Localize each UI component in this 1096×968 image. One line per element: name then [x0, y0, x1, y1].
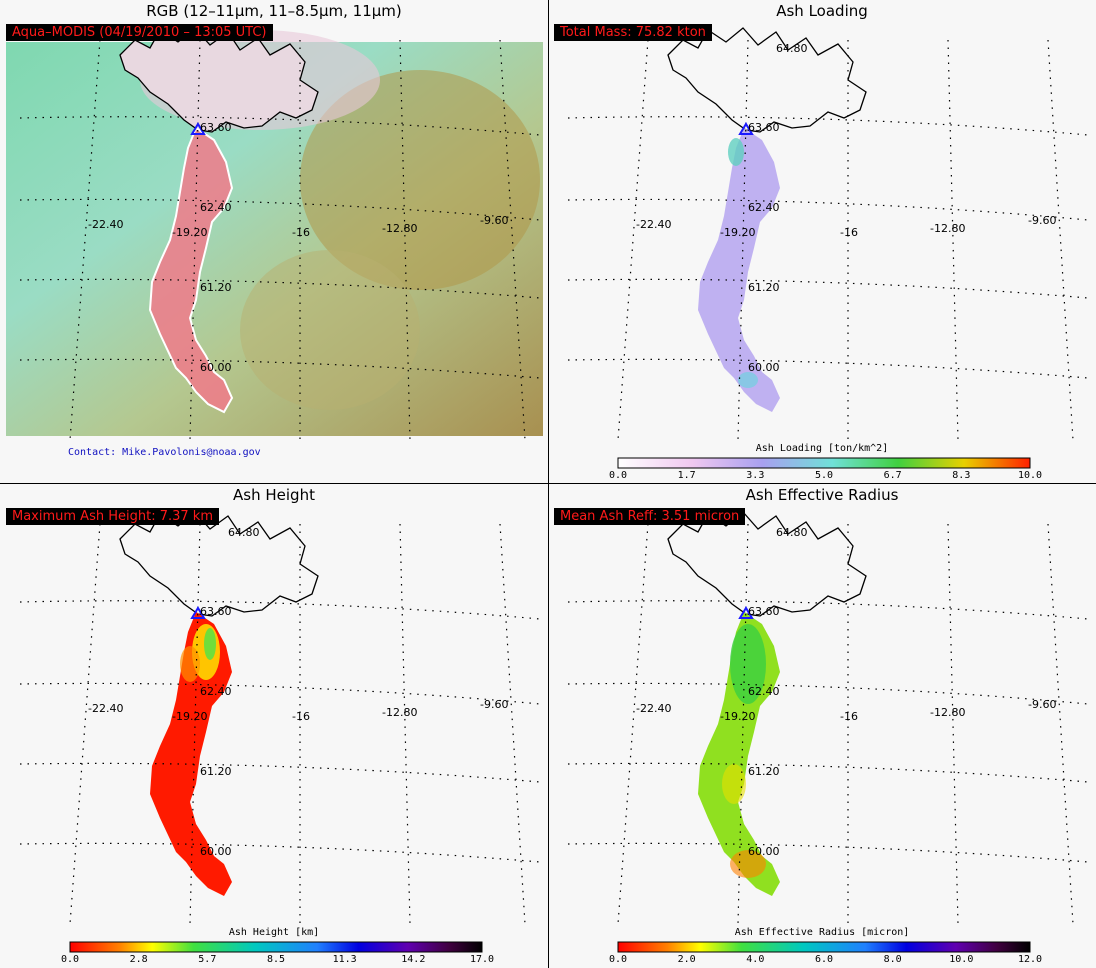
tick: 0.0: [60, 954, 80, 965]
tick: 1.7: [677, 470, 696, 481]
lat-label-60-00: 60.00: [748, 361, 780, 374]
tick: 0.0: [608, 470, 628, 481]
tick: 12.0: [1017, 954, 1043, 965]
lat-label-63-60: 63.60: [748, 121, 780, 134]
tick: 10.0: [949, 954, 974, 965]
tick: 2.8: [129, 954, 148, 965]
lon-label-9-60: -9.60: [480, 214, 508, 227]
lon-label-16: -16: [840, 710, 858, 723]
tick: 14.2: [401, 954, 426, 965]
lat-label-62-40: 62.40: [200, 201, 232, 214]
lat-label-61-20: 61.20: [748, 765, 780, 778]
tick: 6.0: [814, 954, 834, 965]
ash-radius-panel: 64.80 63.60 62.40 61.20 60.00 -22.40 -19…: [548, 484, 1096, 967]
rgb-map: 63.60 62.40 61.20 60.00 -22.40 -19.20 -1…: [6, 27, 543, 441]
lat-label-64-80: 64.80: [776, 42, 808, 55]
lon-label-9-60: -9.60: [1028, 698, 1056, 711]
lat-label-63-60: 63.60: [748, 605, 780, 618]
tick: 8.0: [883, 954, 902, 965]
lat-lon-grid: [19, 523, 541, 925]
mean-ash-reff-label: Mean Ash Reff: 3.51 micron: [554, 508, 746, 525]
lon-label-19-20: -19.20: [720, 226, 755, 239]
ash-radius-colorbar-title: Ash Effective Radius [micron]: [734, 927, 910, 938]
lat-lon-grid: [567, 39, 1089, 441]
lat-label-61-20: 61.20: [748, 281, 780, 294]
lon-label-16: -16: [292, 226, 310, 239]
lon-label-16: -16: [292, 710, 310, 723]
lat-label-62-40: 62.40: [748, 201, 780, 214]
ash-height-colorbar-title: Ash Height [km]: [228, 927, 320, 938]
volcano-icon: [738, 606, 754, 619]
coastline: [667, 27, 867, 133]
ash-radius-map: 64.80 63.60 62.40 61.20 60.00 -22.40 -19…: [567, 511, 1089, 953]
rgb-panel: 63.60 62.40 61.20 60.00 -22.40 -19.20 -1…: [0, 0, 548, 483]
lon-label-22-40: -22.40: [88, 218, 123, 231]
tick: 6.7: [883, 470, 902, 481]
volcano-icon: [738, 122, 754, 135]
lat-label-61-20: 61.20: [200, 765, 232, 778]
lat-lon-grid: [567, 523, 1089, 925]
coastline: [667, 511, 867, 617]
lon-label-19-20: -19.20: [720, 710, 755, 723]
lon-label-12-80: -12.80: [382, 222, 417, 235]
rgb-info-label: Aqua–MODIS (04/19/2010 – 13:05 UTC): [6, 24, 273, 41]
lat-label-64-80: 64.80: [776, 526, 808, 539]
lon-label-19-20: -19.20: [172, 226, 207, 239]
tick: 0.0: [608, 954, 628, 965]
lat-label-63-60: 63.60: [200, 121, 232, 134]
horizontal-divider: [0, 483, 1096, 484]
tick: 17.0: [469, 954, 495, 965]
tick: 4.0: [746, 954, 765, 965]
ash-height-colorbar: [69, 941, 483, 953]
lon-label-16: -16: [840, 226, 858, 239]
tick: 11.3: [332, 954, 357, 965]
ash-radius-colorbar: [617, 941, 1031, 953]
lat-label-62-40: 62.40: [748, 685, 780, 698]
tick: 5.7: [198, 954, 217, 965]
ash-loading-title: Ash Loading: [776, 2, 868, 20]
ash-loading-map: 64.80 63.60 62.40 61.20 60.00 -22.40 -19…: [567, 27, 1089, 469]
ash-loading-colorbar-title: Ash Loading [ton/km^2]: [755, 443, 889, 454]
rgb-title: RGB (12–11μm, 11–8.5μm, 11μm): [146, 2, 402, 20]
lat-label-63-60: 63.60: [200, 605, 232, 618]
lon-label-22-40: -22.40: [88, 702, 123, 715]
ash-loading-panel: 64.80 63.60 62.40 61.20 60.00 -22.40 -19…: [548, 0, 1096, 483]
lon-label-9-60: -9.60: [480, 698, 508, 711]
lon-label-12-80: -12.80: [382, 706, 417, 719]
lon-label-19-20: -19.20: [172, 710, 207, 723]
tick: 2.0: [677, 954, 696, 965]
tick: 8.3: [952, 470, 971, 481]
vertical-divider: [548, 0, 549, 968]
lat-label-61-20: 61.20: [200, 281, 232, 294]
lat-label-64-80: 64.80: [228, 526, 260, 539]
tick: 5.0: [814, 470, 834, 481]
ash-height-title: Ash Height: [233, 486, 315, 504]
lon-label-9-60: -9.60: [1028, 214, 1056, 227]
lat-label-60-00: 60.00: [200, 361, 232, 374]
lat-label-62-40: 62.40: [200, 685, 232, 698]
lon-label-12-80: -12.80: [930, 706, 965, 719]
max-ash-height-label: Maximum Ash Height: 7.37 km: [6, 508, 219, 525]
tick: 10.0: [1017, 470, 1043, 481]
volcano-icon: [190, 122, 206, 135]
tick: 8.5: [266, 954, 286, 965]
lon-label-12-80: -12.80: [930, 222, 965, 235]
ash-height-map: 64.80 63.60 62.40 61.20 60.00 -22.40 -19…: [19, 511, 541, 953]
lon-label-22-40: -22.40: [636, 702, 671, 715]
ash-loading-colorbar: [617, 457, 1031, 469]
lat-label-60-00: 60.00: [748, 845, 780, 858]
ash-height-panel: 64.80 63.60 62.40 61.20 60.00 -22.40 -19…: [0, 484, 548, 967]
lon-label-22-40: -22.40: [636, 218, 671, 231]
ash-radius-title: Ash Effective Radius: [745, 486, 899, 504]
coastline: [119, 511, 319, 617]
total-mass-label: Total Mass: 75.82 kton: [554, 24, 712, 41]
volcano-icon: [190, 606, 206, 619]
tick: 3.3: [746, 470, 765, 481]
contact-text: Contact: Mike.Pavolonis@noaa.gov: [68, 447, 261, 458]
lat-label-60-00: 60.00: [200, 845, 232, 858]
